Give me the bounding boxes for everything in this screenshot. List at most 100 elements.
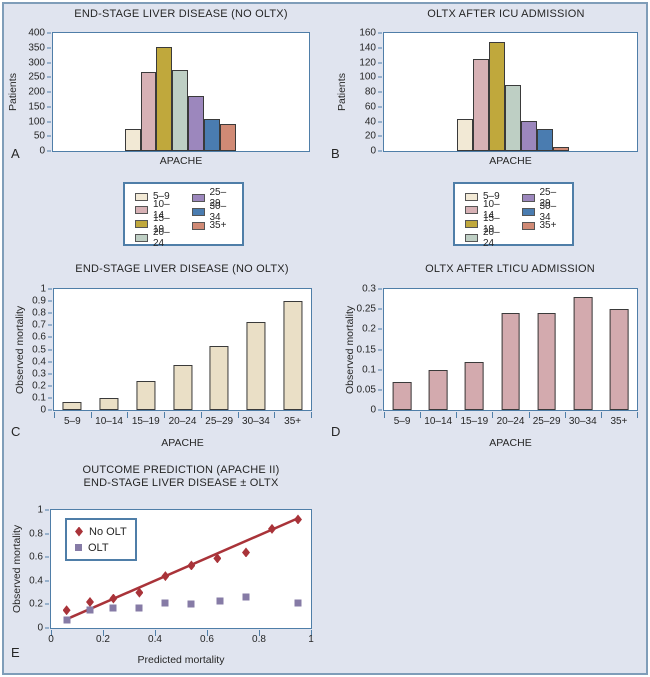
legend-item: 15–19 [465, 213, 510, 235]
legend-item: 30–34 [521, 201, 567, 223]
y-tick-label: 50 [33, 130, 45, 142]
panel-b-plot-area: 0 20 40 60 80 100 120 140 160 [359, 28, 638, 157]
legend-label: 30–34 [209, 200, 227, 223]
legend-item: No OLT [75, 525, 127, 538]
category-bar [246, 321, 266, 410]
panel-e-x-axis-label: Predicted mortality [137, 654, 225, 666]
y-tick-label: 40 [364, 116, 376, 127]
y-tick-label: 1 [40, 283, 46, 295]
category-bar [464, 361, 484, 410]
histogram-bar [140, 71, 157, 151]
panel-b-letter: B [331, 146, 340, 161]
y-tick-mark [48, 373, 52, 375]
x-tick-mark [90, 412, 92, 418]
legend-item: 35+ [191, 219, 237, 232]
y-tick-label: 80 [364, 86, 376, 98]
y-tick-label: 0 [39, 145, 45, 157]
y-tick-label: 0.3 [32, 368, 46, 380]
legend-label: 15–19 [483, 212, 500, 235]
legend-swatch-icon [135, 205, 148, 214]
y-tick-mark [48, 324, 52, 326]
category-bar [501, 313, 520, 410]
legend-item: 10–14 [465, 199, 510, 221]
panel-c-title: END-STAGE LIVER DISEASE (NO OLTX) [75, 263, 289, 275]
legend-item: 20–24 [135, 227, 180, 249]
x-tick-mark [207, 630, 208, 636]
x-tick-label: 10–14 [424, 416, 453, 427]
y-tick-mark [45, 533, 49, 535]
y-tick-label: 0.8 [29, 528, 43, 540]
legend-item: 10–14 [135, 199, 180, 221]
y-tick-label: 200 [28, 86, 45, 98]
data-point-olt [216, 597, 224, 605]
y-tick-mark [48, 361, 52, 363]
x-tick-label: 20–24 [168, 416, 197, 427]
histogram-bar [219, 124, 236, 151]
y-tick-mark [378, 308, 382, 310]
panel-a-y-axis-label: Patients [7, 73, 19, 111]
y-tick-label: 0.2 [362, 323, 376, 335]
legend-swatch-icon [135, 219, 148, 228]
y-tick-label: 0.7 [32, 319, 46, 331]
y-tick-mark [47, 135, 51, 137]
x-tick-mark [164, 412, 166, 418]
legend-swatch-icon [191, 221, 205, 230]
panel-d-x-axis-label: APACHE [489, 437, 532, 449]
y-tick-mark [378, 47, 382, 49]
x-tick-label: 25–29 [205, 416, 234, 427]
y-tick-label: 0.5 [32, 344, 46, 355]
x-tick-label: 1 [308, 634, 314, 645]
y-tick-mark [378, 32, 382, 34]
x-tick-label: 35+ [284, 416, 302, 427]
x-tick-mark [528, 412, 530, 418]
histogram-bar [537, 128, 553, 151]
y-tick-mark [378, 389, 382, 391]
y-tick-mark [378, 121, 382, 122]
x-tick-mark [54, 412, 55, 418]
histogram-bar [473, 58, 490, 151]
y-tick-label: 140 [359, 42, 376, 54]
y-tick-mark [378, 76, 382, 78]
y-tick-mark [48, 349, 52, 350]
x-tick-label: 0 [48, 634, 54, 645]
panel-c-plot-area: 0 0.1 0.2 0.3 0.4 0.5 0.6 0.7 0.8 0.9 1 5–9 10–14 15–… [32, 284, 312, 427]
x-tick-label: 30–34 [242, 416, 270, 427]
y-tick-mark [47, 150, 51, 152]
panel-b-y-axis-label: Patients [336, 73, 348, 111]
x-tick-mark [155, 630, 156, 636]
x-tick-mark [384, 412, 385, 418]
histogram-bar [124, 129, 141, 151]
y-tick-mark [45, 580, 49, 582]
legend-label: 35+ [539, 220, 557, 231]
legend-label: 10–14 [483, 198, 500, 221]
legend-item: 5–9 [135, 191, 180, 202]
panel-a-plot-area: 0 50 100 150 200 250 300 350 400 [28, 28, 310, 157]
category-bar [62, 401, 82, 410]
y-tick-mark [378, 288, 382, 290]
y-tick-mark [47, 91, 51, 93]
panel-b-x-axis-label: APACHE [489, 155, 532, 167]
data-point-olt [86, 606, 94, 614]
y-tick-mark [378, 150, 382, 152]
legend-swatch-icon [465, 219, 478, 228]
panel-b-title: OLTX AFTER ICU ADMISSION [427, 8, 585, 20]
category-bar [172, 365, 193, 410]
y-tick-mark [378, 106, 382, 108]
category-bar [609, 309, 629, 410]
panel-e-title-line-2: END-STAGE LIVER DISEASE ± OLTX [83, 477, 279, 489]
x-tick-label: 5–9 [64, 416, 81, 427]
y-tick-label: 160 [359, 27, 376, 39]
data-point-no-olt [187, 560, 196, 571]
panel-d-title: OLTX AFTER LTICU ADMISSION [425, 263, 595, 275]
data-point-no-olt [135, 587, 144, 598]
data-point-olt [63, 616, 71, 624]
panel-a-x-axis-label: APACHE [159, 155, 203, 167]
y-tick-label: 100 [28, 116, 45, 127]
data-point-no-olt [242, 547, 250, 558]
x-tick-mark [103, 630, 104, 636]
histogram-bar [188, 96, 205, 151]
panel-a-legend: 5–9 10–14 15–19 20–24 25–29 30–34 35+ [123, 182, 244, 249]
legend-item: OLT [75, 541, 127, 554]
legend-swatch-icon [191, 193, 205, 202]
histogram-bar [156, 46, 173, 151]
